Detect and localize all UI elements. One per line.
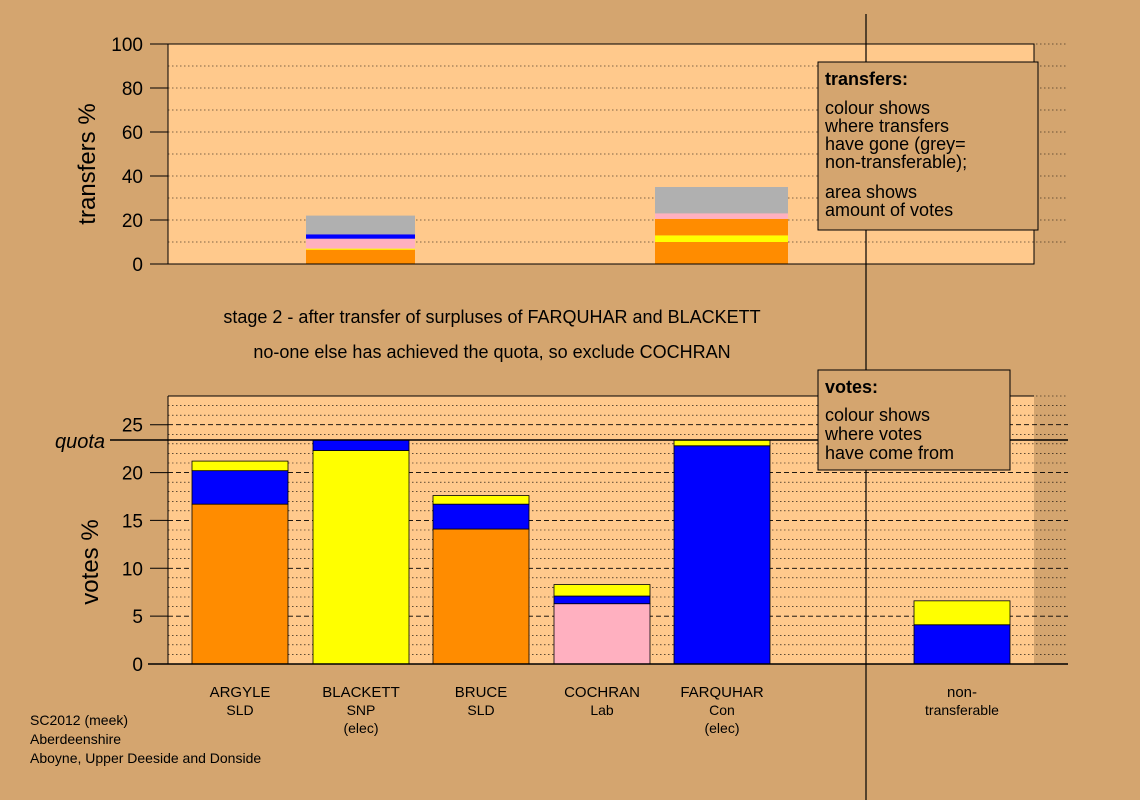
transfer-segment-pink: [655, 213, 788, 219]
transfers-legend-box: [817, 61, 1039, 231]
vote-segment-blue: [553, 595, 651, 605]
transfers-legend-line-6: amount of votes: [825, 200, 953, 220]
y-tick-label: 20: [122, 211, 143, 232]
y-tick-label: 15: [122, 511, 143, 532]
transfer-segment-yellow: [306, 248, 415, 250]
vote-segment-orange: [432, 528, 530, 665]
votes-legend: votes: colour shows where votes have com…: [817, 369, 1011, 471]
transfer-segment-pink: [306, 238, 415, 249]
category-label: SLD: [467, 702, 494, 718]
footer-council: Aberdeenshire: [30, 731, 121, 747]
category-label: SNP: [347, 702, 376, 718]
category-label: (elec): [343, 720, 378, 736]
footer-ward: Aboyne, Upper Deeside and Donside: [30, 750, 261, 766]
category-label: COCHRAN: [564, 684, 640, 701]
transfer-segment-grey: [306, 215, 415, 235]
votes-legend-box: [817, 369, 1011, 471]
votes-legend-line-2: where votes: [824, 424, 922, 444]
transfers-legend-line-1: colour shows: [825, 98, 930, 118]
votes-legend-line-1: colour shows: [825, 405, 930, 425]
y-tick-label: 60: [122, 123, 143, 144]
vote-segment-pink: [553, 603, 651, 665]
transfers-legend-line-3: have gone (grey=: [825, 134, 966, 154]
vote-segment-blue: [913, 624, 1011, 665]
votes-category-labels: ARGYLESLDBLACKETTSNP(elec)BRUCESLDCOCHRA…: [210, 684, 1000, 736]
votes-bars: [191, 439, 1011, 665]
category-label: non-: [947, 684, 977, 701]
category-label: transferable: [925, 702, 999, 718]
category-label: ARGYLE: [210, 684, 271, 701]
transfers-legend-title: transfers:: [825, 69, 908, 89]
vote-segment-blue: [673, 445, 771, 665]
category-label: BRUCE: [455, 684, 508, 701]
y-tick-label: 0: [132, 655, 143, 676]
transfers-legend: transfers: colour shows where transfers …: [817, 61, 1039, 231]
vote-segment-blue: [432, 503, 530, 530]
y-tick-label: 25: [122, 416, 143, 437]
votes-y-axis-label: votes %: [77, 519, 104, 604]
category-label: FARQUHAR: [680, 684, 764, 701]
quota-label: quota: [55, 431, 105, 453]
vote-segment-blue: [312, 439, 410, 451]
vote-segment-blue: [191, 470, 289, 505]
transfer-segment-orange: [655, 218, 788, 236]
category-label: Lab: [590, 702, 614, 718]
vote-segment-yellow: [191, 460, 289, 472]
transfers-y-axis-label: transfers %: [74, 103, 101, 224]
y-tick-label: 20: [122, 464, 143, 485]
y-tick-label: 10: [122, 559, 143, 580]
stage-description-line-1: stage 2 - after transfer of surpluses of…: [223, 307, 760, 327]
transfer-segment-yellow: [655, 235, 788, 242]
y-tick-label: 0: [132, 255, 143, 276]
transfer-segment-orange: [655, 242, 788, 264]
y-tick-label: 40: [122, 167, 143, 188]
footer-election: SC2012 (meek): [30, 712, 128, 728]
vote-segment-orange: [191, 503, 289, 665]
votes-y-ticks: 0 5 10 15 20 25: [122, 416, 168, 676]
stage-description-line-2: no-one else has achieved the quota, so e…: [253, 342, 730, 362]
y-tick-label: 100: [111, 35, 143, 56]
category-label: BLACKETT: [322, 684, 400, 701]
transfers-legend-line-4: non-transferable);: [825, 152, 967, 172]
vote-segment-yellow: [673, 439, 771, 447]
category-label: (elec): [704, 720, 739, 736]
transfers-legend-line-5: area shows: [825, 182, 917, 202]
votes-legend-title: votes:: [825, 377, 878, 397]
vote-segment-yellow: [432, 495, 530, 505]
transfer-segment-blue: [306, 234, 415, 239]
vote-segment-yellow: [913, 600, 1011, 626]
vote-segment-yellow: [553, 584, 651, 597]
transfer-segment-grey: [655, 187, 788, 214]
transfers-bars: [306, 187, 788, 264]
y-tick-label: 80: [122, 79, 143, 100]
transfers-y-ticks: 0 20 40 60 80 100: [111, 35, 168, 276]
y-tick-label: 5: [132, 607, 143, 628]
transfer-segment-orange: [306, 249, 415, 264]
category-label: SLD: [226, 702, 253, 718]
vote-segment-yellow: [312, 450, 410, 665]
transfers-legend-line-2: where transfers: [824, 116, 949, 136]
votes-legend-line-3: have come from: [825, 443, 954, 463]
category-label: Con: [709, 702, 735, 718]
